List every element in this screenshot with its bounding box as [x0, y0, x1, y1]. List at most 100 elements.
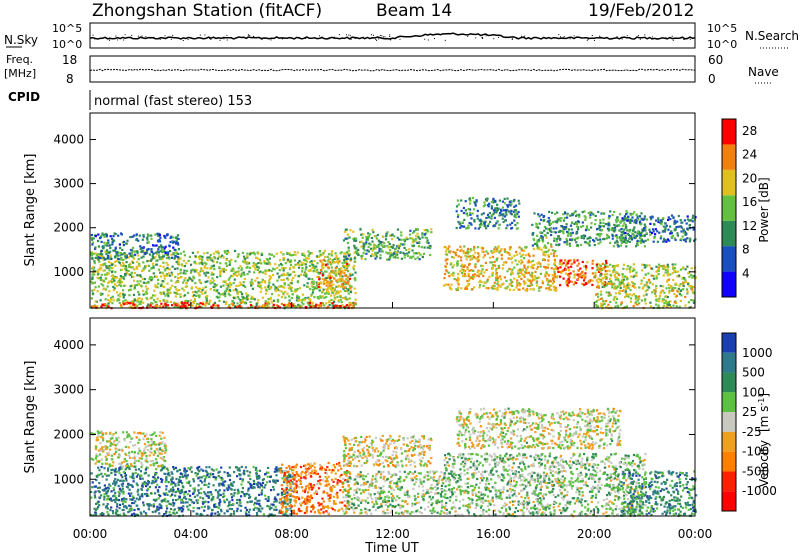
range-cell	[97, 500, 100, 503]
range-cell	[251, 304, 254, 308]
range-cell	[514, 259, 517, 262]
range-cell	[122, 296, 125, 299]
range-cell	[259, 290, 262, 293]
range-cell	[198, 303, 201, 306]
range-cell	[287, 278, 290, 281]
range-cell	[670, 286, 673, 289]
power-cbar-tick: 16	[742, 195, 757, 209]
range-cell	[256, 514, 259, 517]
range-cell	[664, 268, 667, 272]
range-cell	[176, 289, 179, 292]
range-cell	[659, 284, 662, 288]
range-cell	[354, 271, 357, 274]
range-cell	[301, 263, 304, 267]
range-cell	[264, 302, 267, 305]
range-cell	[175, 236, 178, 239]
range-cell	[530, 283, 533, 286]
range-cell	[619, 220, 623, 223]
range-cell	[688, 224, 691, 227]
range-cell	[129, 475, 132, 478]
range-cell	[254, 266, 257, 269]
range-cell	[203, 266, 206, 269]
range-cell	[169, 291, 172, 294]
range-cell	[107, 298, 110, 302]
range-cell	[640, 239, 643, 242]
range-cell	[614, 275, 617, 278]
range-cell	[591, 267, 594, 270]
range-cell	[499, 208, 503, 211]
range-cell	[251, 252, 254, 255]
range-cell	[616, 264, 619, 268]
range-cell	[112, 299, 115, 302]
range-cell	[505, 279, 508, 282]
range-cell	[569, 272, 572, 275]
range-cell	[342, 282, 345, 285]
range-cell	[105, 235, 108, 238]
range-cell	[99, 292, 102, 295]
range-cell	[468, 279, 471, 282]
range-cell	[385, 235, 388, 238]
range-cell	[324, 265, 327, 268]
range-cell	[552, 252, 556, 255]
range-cell	[483, 281, 487, 284]
range-cell	[139, 274, 142, 277]
noise-search-point	[109, 37, 111, 39]
range-cell	[241, 297, 245, 300]
range-cell	[505, 227, 508, 230]
range-cell	[157, 490, 160, 493]
range-cell	[512, 210, 515, 213]
range-cell	[577, 228, 580, 231]
range-cell	[669, 232, 672, 235]
range-cell	[655, 303, 658, 306]
range-cell	[517, 215, 520, 218]
noise-search-point	[370, 34, 372, 36]
noise-search-point	[379, 34, 381, 36]
range-cell	[575, 281, 578, 285]
range-cell	[194, 286, 198, 289]
range-cell	[552, 227, 555, 230]
range-cell	[467, 208, 470, 211]
range-cell	[338, 268, 341, 271]
range-cell	[150, 234, 153, 237]
noise-search-point	[611, 37, 613, 39]
range-cell	[104, 244, 107, 247]
range-cell	[614, 229, 617, 232]
range-cell	[638, 302, 641, 305]
range-cell	[263, 280, 267, 283]
range-cell	[152, 265, 155, 268]
range-cell	[508, 248, 511, 251]
range-cell	[150, 250, 153, 253]
range-cell	[532, 267, 535, 270]
range-cell	[164, 512, 168, 515]
range-cell	[177, 483, 180, 487]
range-cell	[565, 279, 568, 283]
range-cell	[538, 289, 541, 292]
range-cell	[200, 512, 203, 516]
range-cell	[634, 219, 637, 222]
range-cell	[145, 264, 148, 267]
range-cell	[199, 270, 202, 273]
range-cell	[595, 300, 598, 303]
noise-search-point	[199, 34, 201, 36]
noise-search-point	[609, 38, 611, 40]
range-cell	[108, 256, 111, 259]
range-cell	[566, 283, 569, 286]
range-cell	[109, 497, 112, 500]
range-cell	[240, 267, 243, 270]
range-cell	[171, 256, 174, 259]
noise-search-point	[350, 38, 352, 40]
range-cell	[205, 476, 208, 479]
range-cell	[238, 467, 241, 470]
range-cell	[670, 231, 673, 235]
range-cell	[227, 251, 230, 254]
range-cell	[326, 290, 329, 293]
range-cell	[289, 263, 293, 267]
range-cell	[267, 284, 270, 287]
range-cell	[421, 233, 424, 236]
range-cell	[231, 303, 234, 306]
range-cell	[204, 285, 207, 288]
range-cell	[322, 288, 325, 291]
range-cell	[158, 256, 161, 259]
range-cell	[228, 285, 231, 289]
range-cell	[676, 232, 679, 235]
